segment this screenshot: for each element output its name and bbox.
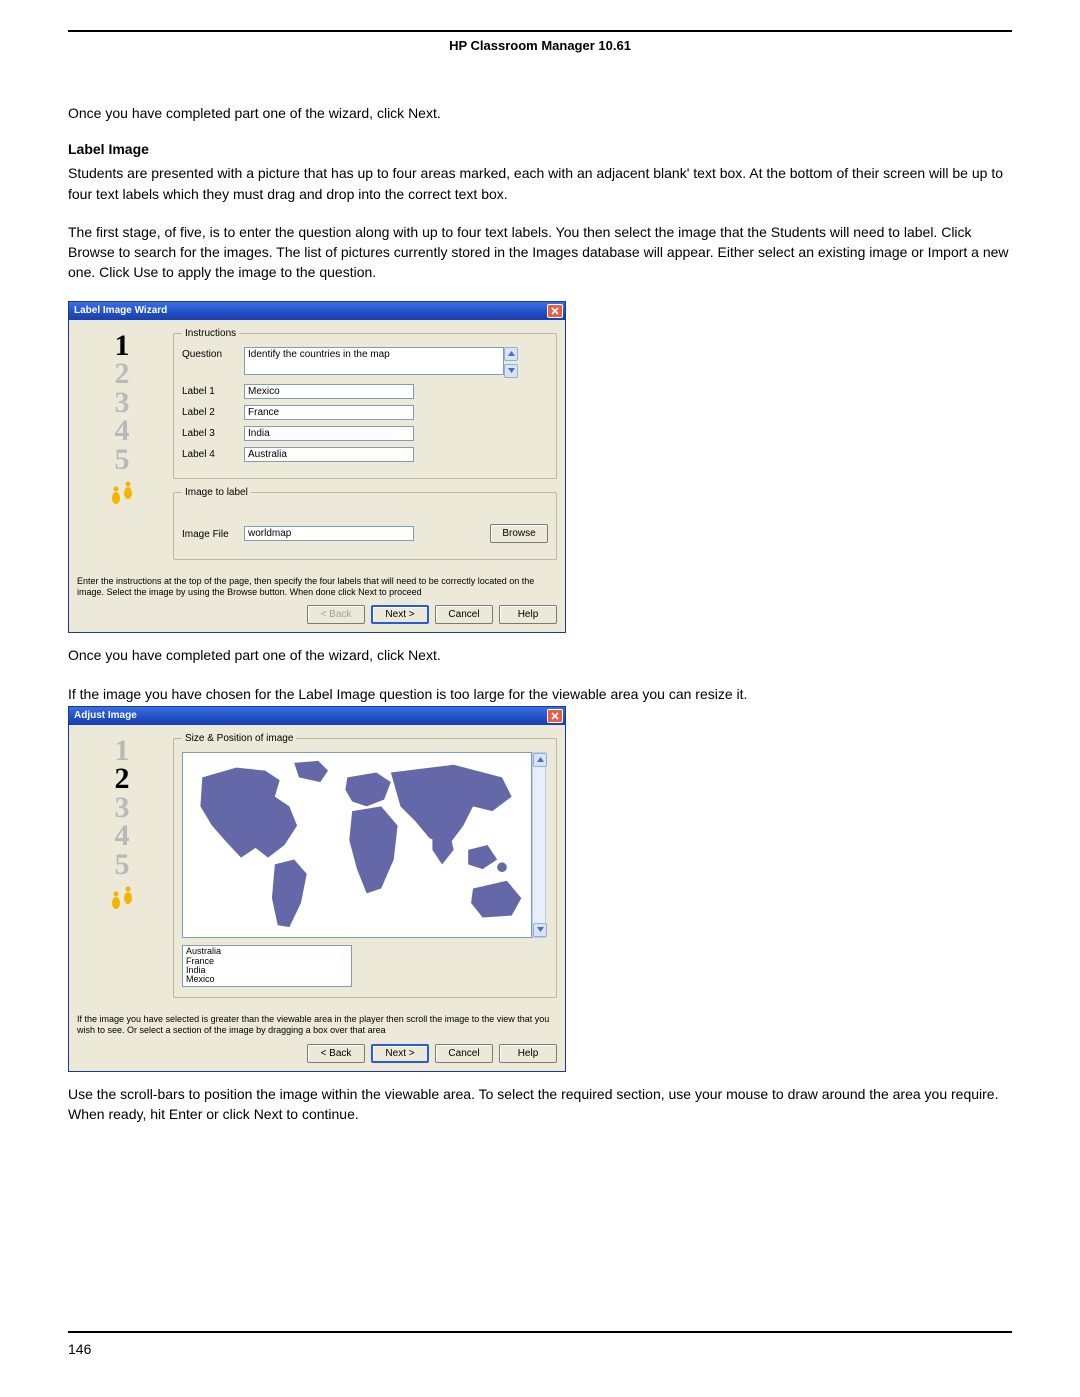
step-3: 3: [115, 389, 130, 418]
instructions-fieldset: Instructions Question Label 1: [173, 328, 557, 479]
intro-p3: The first stage, of five, is to enter th…: [68, 222, 1012, 283]
step-5: 5: [115, 446, 130, 475]
step-1: 1: [115, 737, 130, 766]
label3-label: Label 3: [182, 426, 244, 439]
mid-p1: Once you have completed part one of the …: [68, 645, 1012, 665]
question-label: Question: [182, 347, 244, 360]
help-button[interactable]: Help: [499, 605, 557, 624]
step-2: 2: [115, 765, 130, 794]
label1-label: Label 1: [182, 384, 244, 397]
back-button[interactable]: < Back: [307, 1044, 365, 1063]
dlg1-title: Label Image Wizard: [74, 305, 167, 316]
label3-input[interactable]: [244, 426, 414, 441]
scroll-up-icon[interactable]: [533, 753, 547, 767]
dlg1-titlebar[interactable]: Label Image Wizard: [69, 302, 565, 320]
step-4: 4: [115, 822, 130, 851]
cancel-button[interactable]: Cancel: [435, 1044, 493, 1063]
page-footer: 146: [68, 1331, 1012, 1357]
label2-label: Label 2: [182, 405, 244, 418]
step-1: 1: [115, 332, 130, 361]
image-to-label-legend: Image to label: [182, 487, 251, 498]
size-position-fieldset: Size & Position of image: [173, 733, 557, 998]
footprints-icon: [107, 480, 137, 511]
dlg1-hint: Enter the instructions at the top of the…: [69, 574, 565, 606]
outro-p1: Use the scroll-bars to position the imag…: [68, 1084, 1012, 1125]
top-rule: [68, 30, 1012, 32]
next-button[interactable]: Next >: [371, 1044, 429, 1063]
image-to-label-fieldset: Image to label Image File Browse: [173, 487, 557, 560]
page-number: 146: [68, 1341, 1012, 1357]
label-image-wizard-dialog: Label Image Wizard 1 2 3 4 5: [68, 301, 566, 634]
cancel-button[interactable]: Cancel: [435, 605, 493, 624]
scroll-up-icon[interactable]: [504, 347, 518, 361]
label-image-heading: Label Image: [68, 141, 1012, 157]
world-map-image[interactable]: [182, 752, 532, 938]
mid-p2: If the image you have chosen for the Lab…: [68, 684, 1012, 704]
dlg2-title: Adjust Image: [74, 710, 137, 721]
back-button: < Back: [307, 605, 365, 624]
step-3: 3: [115, 794, 130, 823]
label2-input[interactable]: [244, 405, 414, 420]
intro-p2: Students are presented with a picture th…: [68, 163, 1012, 204]
wizard-steps: 1 2 3 4 5: [77, 328, 167, 568]
label4-label: Label 4: [182, 447, 244, 460]
imagefile-label: Image File: [182, 527, 244, 540]
dlg2-hint: If the image you have selected is greate…: [69, 1012, 565, 1044]
list-item[interactable]: France: [186, 957, 348, 966]
label1-input[interactable]: [244, 384, 414, 399]
browse-button[interactable]: Browse: [490, 524, 548, 543]
page-header: HP Classroom Manager 10.61: [68, 38, 1012, 53]
dlg2-titlebar[interactable]: Adjust Image: [69, 707, 565, 725]
wizard-steps: 1 2 3 4 5: [77, 733, 167, 1006]
close-icon[interactable]: [547, 304, 563, 318]
imagefile-input[interactable]: [244, 526, 414, 541]
size-position-legend: Size & Position of image: [182, 733, 296, 744]
scroll-down-icon[interactable]: [504, 364, 518, 378]
footprints-icon: [107, 885, 137, 916]
intro-p1: Once you have completed part one of the …: [68, 103, 1012, 123]
map-vertical-scrollbar[interactable]: [532, 752, 546, 938]
instructions-legend: Instructions: [182, 328, 239, 339]
labels-listbox[interactable]: Australia France India Mexico: [182, 945, 352, 987]
question-input[interactable]: [244, 347, 504, 375]
help-button[interactable]: Help: [499, 1044, 557, 1063]
scroll-down-icon[interactable]: [533, 923, 547, 937]
list-item[interactable]: Mexico: [186, 975, 348, 984]
step-4: 4: [115, 417, 130, 446]
close-icon[interactable]: [547, 709, 563, 723]
adjust-image-dialog: Adjust Image 1 2 3 4 5: [68, 706, 566, 1072]
next-button[interactable]: Next >: [371, 605, 429, 624]
label4-input[interactable]: [244, 447, 414, 462]
step-5: 5: [115, 851, 130, 880]
step-2: 2: [115, 360, 130, 389]
